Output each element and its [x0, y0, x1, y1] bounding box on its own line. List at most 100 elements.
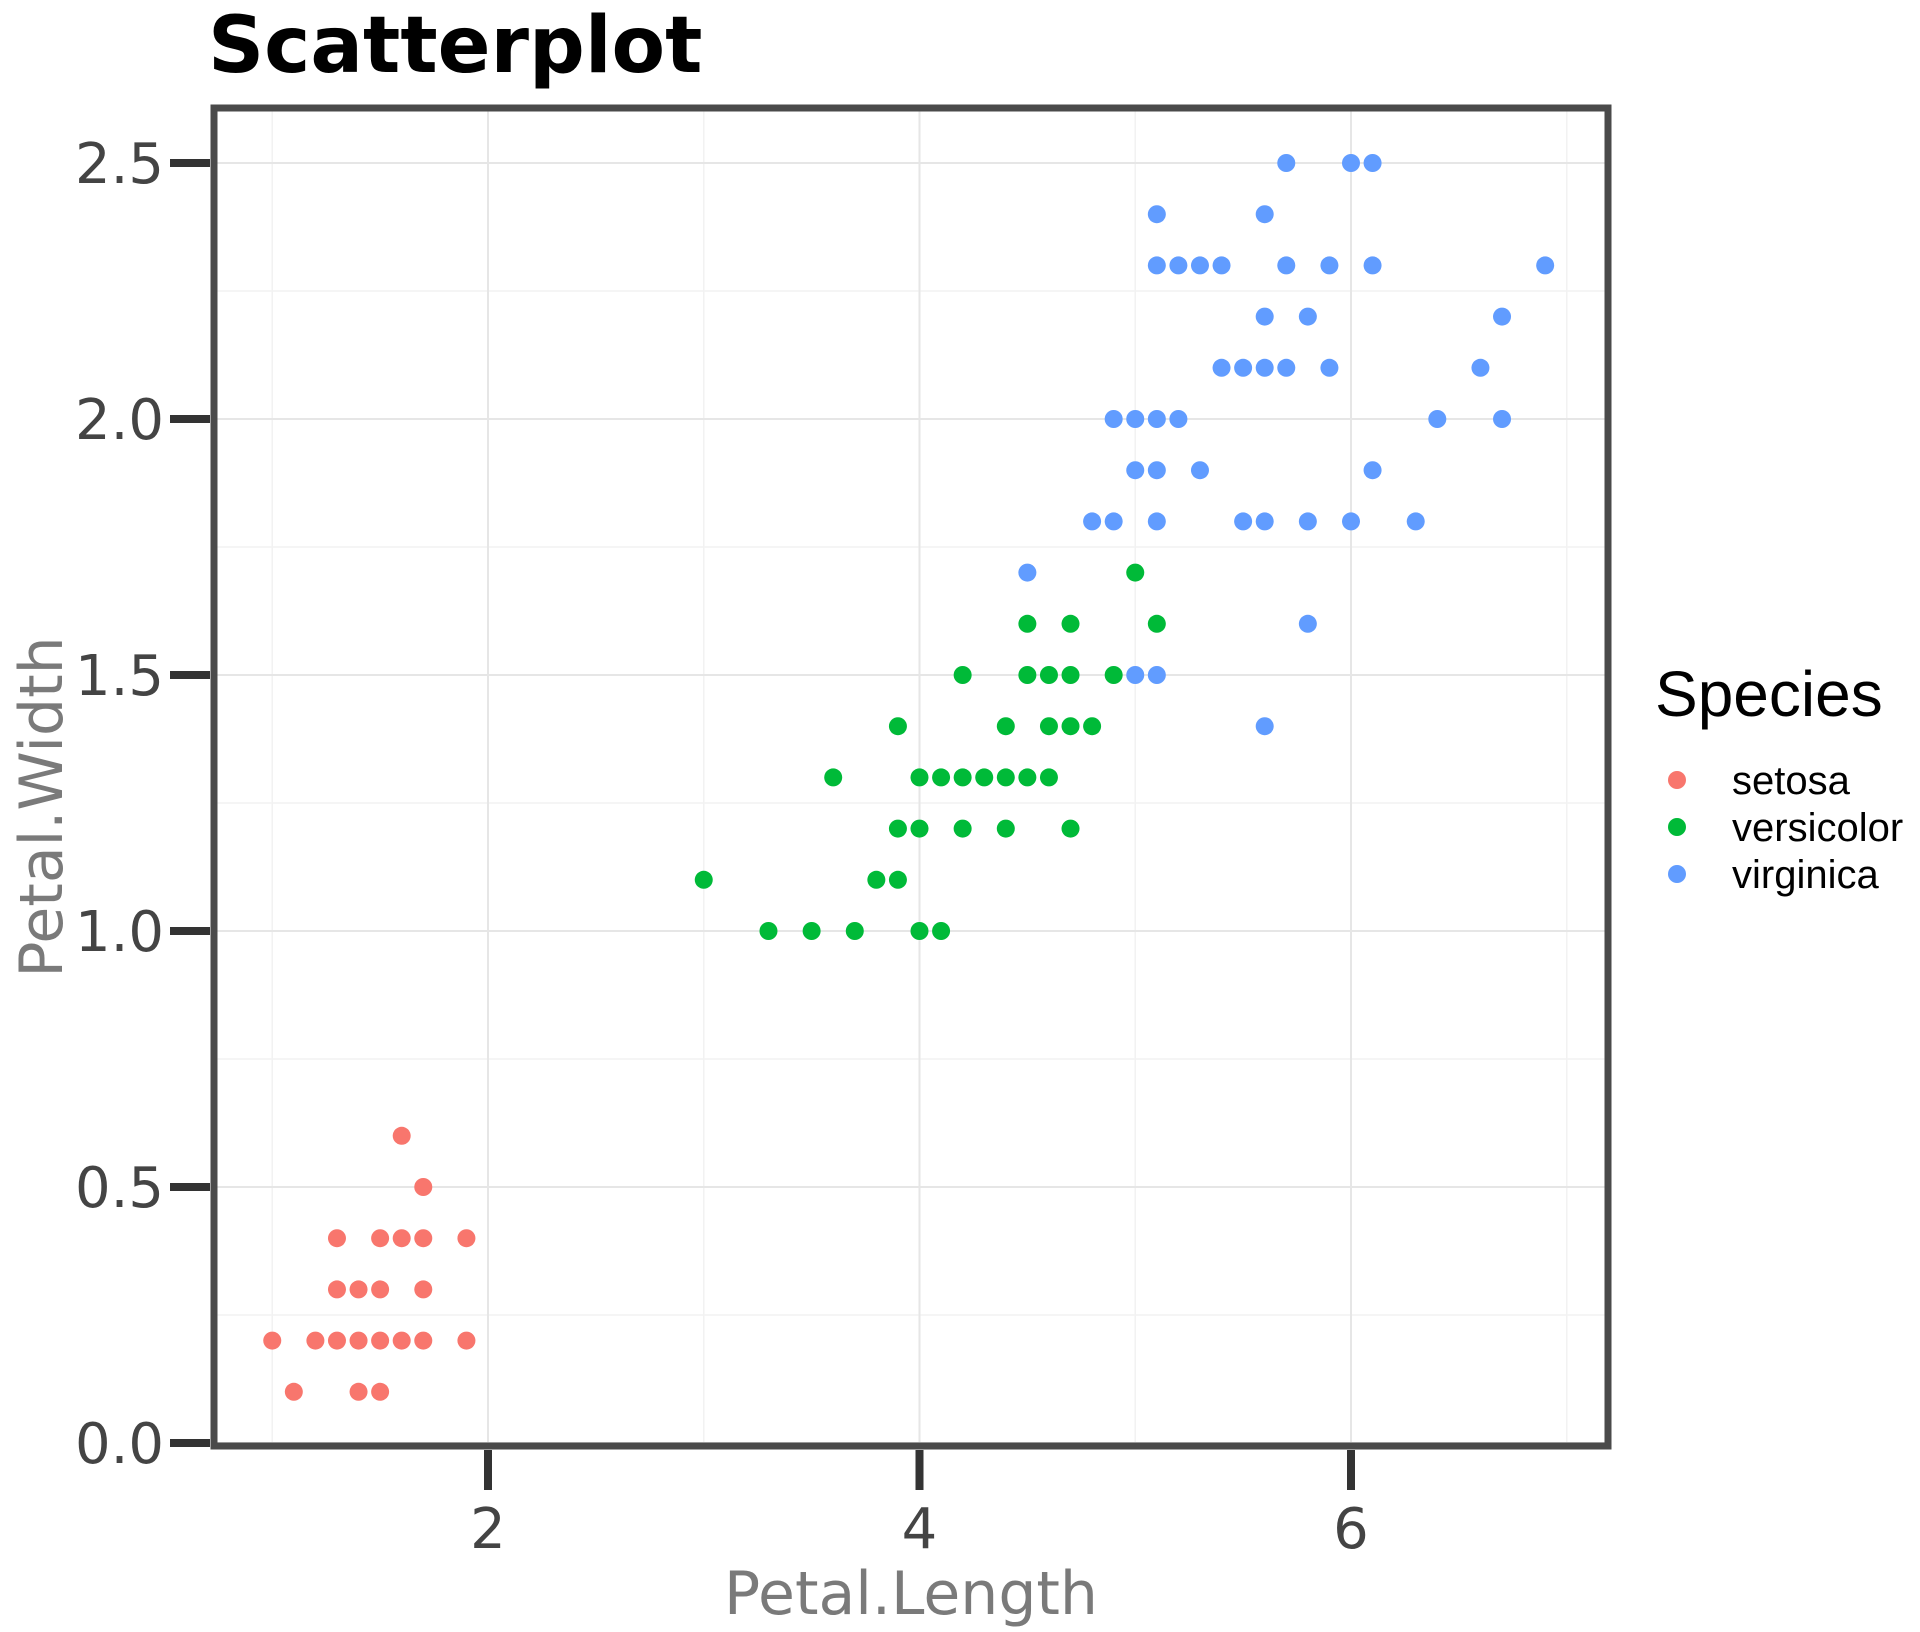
- data-point-versicolor: [888, 870, 907, 889]
- data-point-versicolor: [888, 819, 907, 838]
- y-tick-label: 0.5: [75, 1156, 164, 1221]
- data-point-virginica: [1104, 512, 1123, 531]
- y-axis-title: Petal.Width: [7, 636, 77, 977]
- legend-label-setosa: setosa: [1732, 759, 1851, 803]
- data-point-virginica: [1190, 256, 1209, 275]
- data-point-setosa: [371, 1229, 390, 1248]
- data-point-versicolor: [932, 768, 951, 787]
- data-point-versicolor: [759, 922, 778, 940]
- data-point-setosa: [263, 1331, 282, 1350]
- y-tick-label: 1.0: [75, 900, 164, 965]
- data-point-versicolor: [1039, 768, 1058, 787]
- y-tick-label: 2.0: [75, 388, 164, 453]
- data-point-virginica: [1212, 358, 1231, 377]
- data-point-virginica: [1083, 512, 1102, 531]
- legend-label-versicolor: versicolor: [1732, 806, 1903, 850]
- data-point-versicolor: [1018, 768, 1037, 787]
- data-point-versicolor: [867, 870, 886, 889]
- data-point-virginica: [1428, 410, 1447, 428]
- data-point-virginica: [1126, 410, 1145, 428]
- data-point-versicolor: [1061, 666, 1080, 684]
- data-point-virginica: [1018, 563, 1037, 582]
- data-point-versicolor: [996, 717, 1015, 736]
- data-point-versicolor: [996, 819, 1015, 838]
- data-point-virginica: [1147, 410, 1166, 428]
- data-point-versicolor: [953, 819, 972, 838]
- data-point-setosa: [284, 1382, 303, 1401]
- data-point-virginica: [1169, 256, 1188, 275]
- data-point-versicolor: [824, 768, 843, 787]
- data-point-virginica: [1277, 256, 1296, 275]
- data-point-virginica: [1255, 512, 1274, 531]
- legend-key-setosa: [1668, 771, 1686, 789]
- data-point-virginica: [1298, 512, 1317, 531]
- data-point-setosa: [414, 1280, 433, 1299]
- data-point-setosa: [327, 1331, 346, 1350]
- data-point-virginica: [1255, 205, 1274, 224]
- y-tick-label: 2.5: [75, 132, 164, 197]
- data-points: [263, 154, 1555, 1401]
- data-point-virginica: [1147, 205, 1166, 224]
- data-point-versicolor: [1126, 563, 1145, 582]
- data-point-virginica: [1190, 461, 1209, 480]
- data-point-virginica: [1342, 512, 1360, 531]
- data-point-virginica: [1104, 410, 1123, 428]
- data-point-versicolor: [1061, 717, 1080, 736]
- data-point-setosa: [392, 1126, 411, 1145]
- data-point-versicolor: [694, 870, 713, 889]
- axes: 0.0 0.5 1.0 1.5 2.0 2.5 2 4 6: [75, 132, 1369, 1562]
- x-tick-label: 2: [470, 1497, 506, 1562]
- data-point-virginica: [1277, 154, 1296, 172]
- data-point-setosa: [349, 1382, 368, 1401]
- data-point-setosa: [414, 1331, 433, 1350]
- data-point-versicolor: [975, 768, 994, 787]
- data-point-setosa: [349, 1331, 368, 1350]
- data-point-virginica: [1298, 614, 1317, 633]
- data-point-setosa: [414, 1229, 433, 1248]
- legend-key-virginica: [1668, 865, 1686, 883]
- data-point-virginica: [1320, 256, 1339, 275]
- data-point-versicolor: [1018, 614, 1037, 633]
- data-point-versicolor: [845, 922, 864, 940]
- data-point-virginica: [1493, 410, 1512, 428]
- data-point-versicolor: [1147, 614, 1166, 633]
- data-point-virginica: [1406, 512, 1425, 531]
- data-point-virginica: [1212, 256, 1231, 275]
- data-point-virginica: [1363, 256, 1382, 275]
- data-point-virginica: [1471, 358, 1490, 377]
- data-point-virginica: [1255, 358, 1274, 377]
- chart-title: Scatterplot: [208, 1, 702, 91]
- data-point-virginica: [1255, 717, 1274, 736]
- data-point-versicolor: [932, 922, 951, 940]
- data-point-virginica: [1255, 307, 1274, 326]
- data-point-virginica: [1363, 154, 1382, 172]
- y-tick-label: 0.0: [75, 1412, 164, 1477]
- data-point-setosa: [371, 1331, 390, 1350]
- data-point-setosa: [371, 1382, 390, 1401]
- data-point-setosa: [457, 1229, 476, 1248]
- legend-label-virginica: virginica: [1732, 853, 1879, 897]
- data-point-versicolor: [910, 819, 929, 838]
- data-point-virginica: [1234, 358, 1253, 377]
- data-point-versicolor: [888, 717, 907, 736]
- data-point-virginica: [1147, 666, 1166, 684]
- data-point-virginica: [1320, 358, 1339, 377]
- data-point-virginica: [1126, 666, 1145, 684]
- x-tick-label: 4: [902, 1497, 938, 1562]
- data-point-versicolor: [953, 666, 972, 684]
- data-point-setosa: [327, 1280, 346, 1299]
- data-point-virginica: [1147, 512, 1166, 531]
- panel-border: [210, 104, 1612, 1450]
- data-point-versicolor: [1061, 819, 1080, 838]
- x-tick-label: 6: [1333, 1497, 1369, 1562]
- data-point-virginica: [1234, 512, 1253, 531]
- data-point-setosa: [392, 1229, 411, 1248]
- data-point-setosa: [306, 1331, 325, 1350]
- data-point-versicolor: [996, 768, 1015, 787]
- legend-key-versicolor: [1668, 818, 1686, 836]
- data-point-setosa: [327, 1229, 346, 1248]
- data-point-versicolor: [1083, 717, 1102, 736]
- data-point-virginica: [1298, 307, 1317, 326]
